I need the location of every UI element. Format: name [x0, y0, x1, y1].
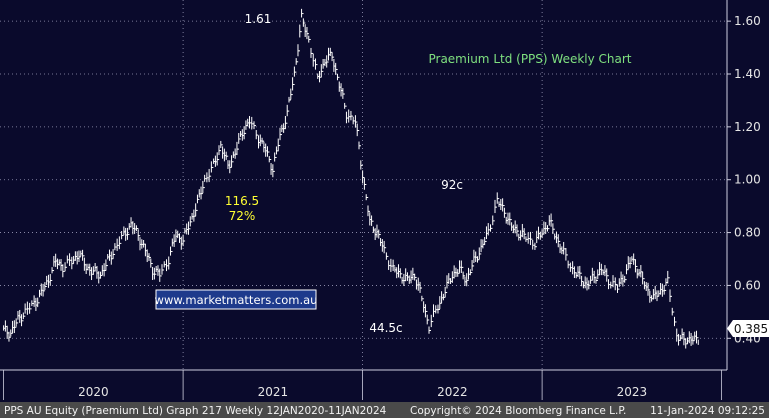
- y-tick-label-1: 1.40: [734, 67, 761, 81]
- y-tick-label-2: 1.20: [734, 120, 761, 134]
- y-tick-label-4: 0.80: [734, 226, 761, 240]
- last-value-marker: 0.385: [727, 320, 769, 337]
- last-value-box: [727, 320, 769, 337]
- watermark-text: www.marketmatters.com.au: [155, 293, 318, 307]
- y-tick-label-0: 1.60: [734, 14, 761, 28]
- footer: PPS AU Equity (Praemium Ltd) Graph 217 W…: [0, 402, 769, 418]
- x-tick-label-1: 2021: [258, 385, 289, 399]
- x-axis: 2020 2021 2022 2023: [3, 370, 723, 400]
- chart-title: Praemium Ltd (PPS) Weekly Chart: [428, 52, 631, 66]
- annotation-pre-peak: 116.5: [225, 194, 259, 208]
- footer-middle: Copyright© 2024 Bloomberg Finance L.P.: [410, 405, 626, 417]
- annotation-low: 44.5c: [369, 321, 402, 335]
- y-tick-label-5: 0.60: [734, 278, 761, 292]
- price-bars: [3, 8, 699, 349]
- annotation-92c: 92c: [441, 178, 463, 192]
- y-axis: 1.601.401.201.000.800.600.40: [727, 14, 761, 345]
- x-tick-label-0: 2020: [78, 385, 109, 399]
- footer-right: 11-Jan-2024 09:12:25: [650, 405, 765, 417]
- watermark-box: [155, 289, 317, 310]
- x-tick-label-2: 2022: [437, 385, 468, 399]
- y-tick-label-3: 1.00: [734, 173, 761, 187]
- x-tick-label-3: 2023: [617, 385, 648, 399]
- last-value-label: 0.385: [734, 322, 768, 336]
- annotations: 1.61 116.5 72% 92c 44.5c: [225, 12, 463, 335]
- footer-left: PPS AU Equity (Praemium Ltd) Graph 217 W…: [4, 405, 387, 417]
- footer-bar: [0, 402, 769, 418]
- watermark: www.marketmatters.com.au: [155, 289, 318, 310]
- annotation-percent: 72%: [229, 209, 256, 223]
- annotation-high: 1.61: [245, 12, 272, 26]
